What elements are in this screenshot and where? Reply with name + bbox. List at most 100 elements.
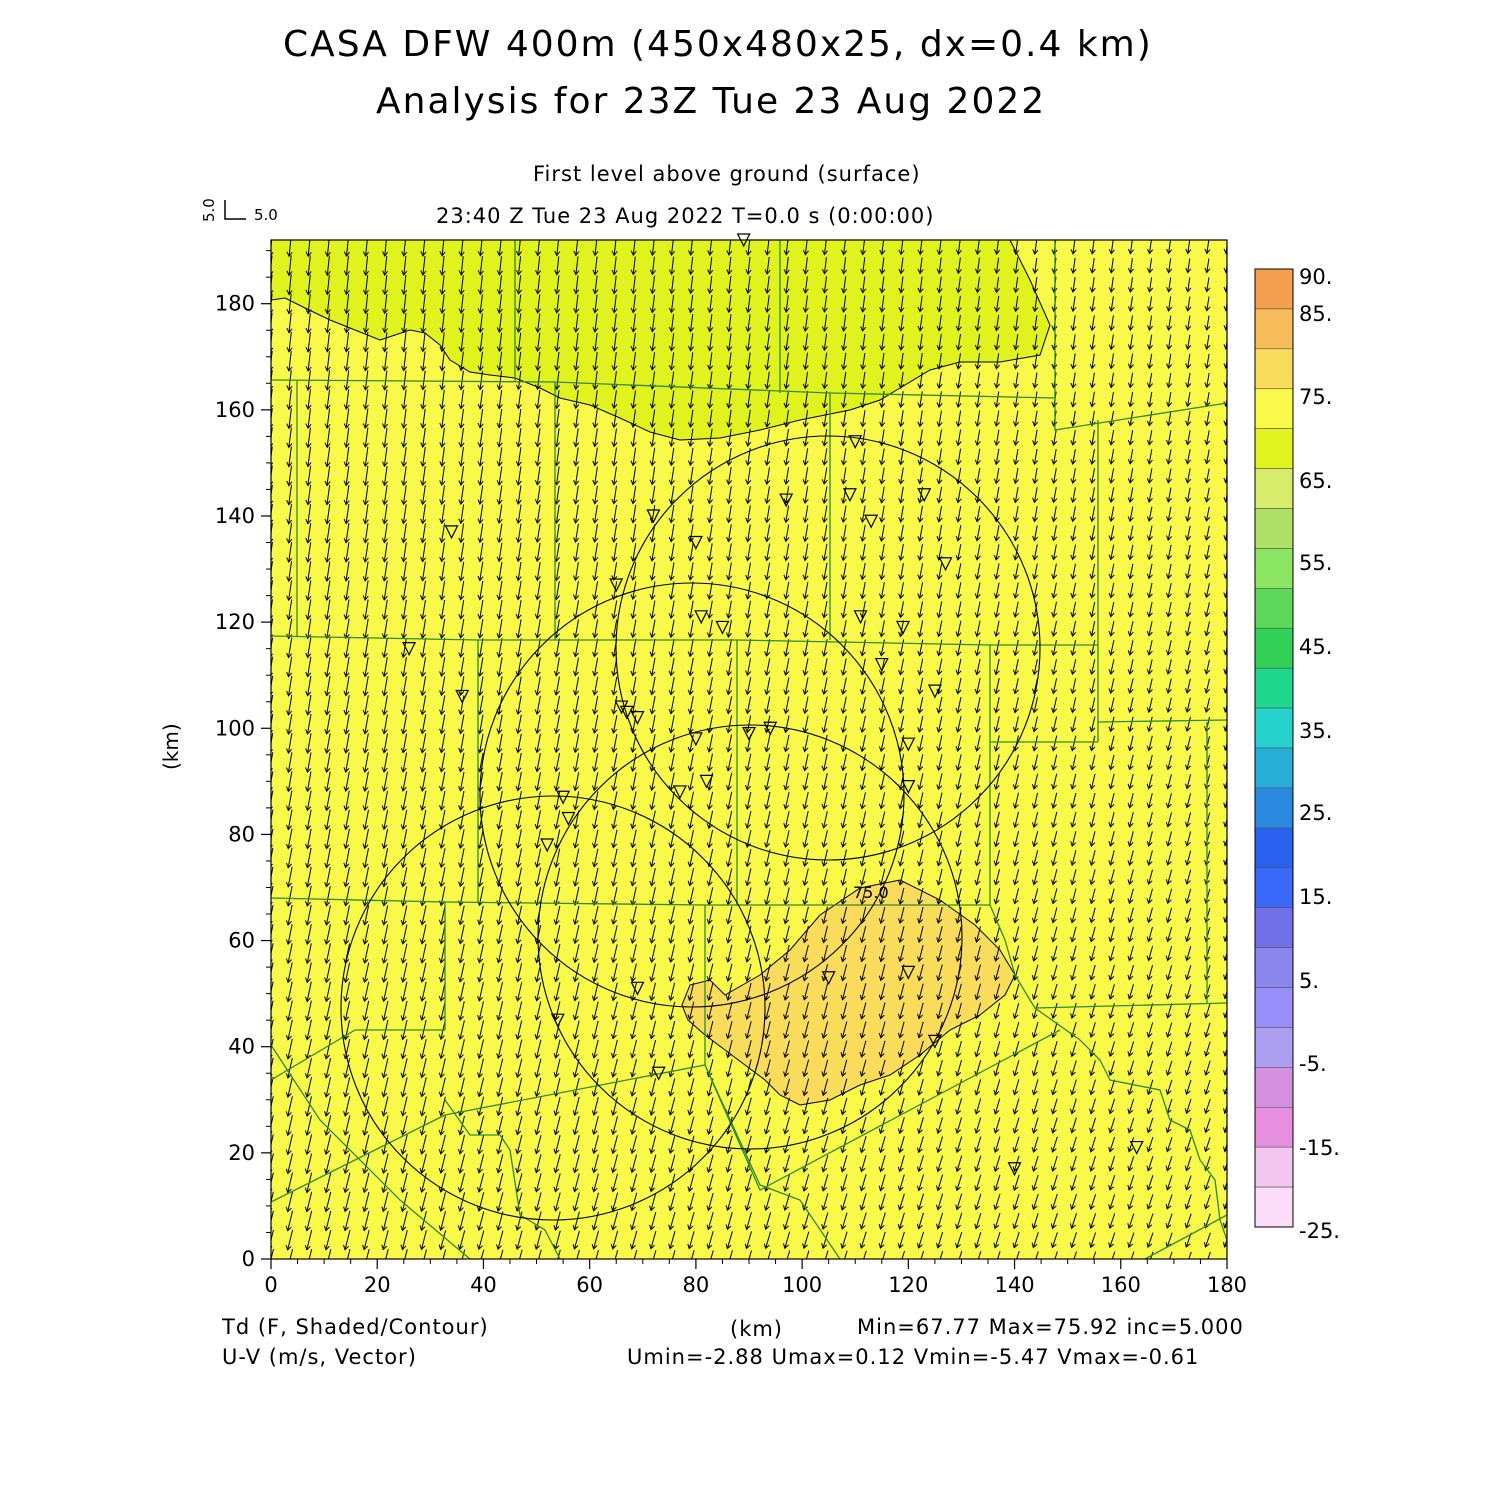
wind-vector [802, 772, 809, 791]
wind-vector [458, 867, 465, 888]
wind-vector [764, 256, 771, 275]
wind-vector [285, 1096, 293, 1118]
wind-vector [783, 409, 790, 428]
wind-vector [458, 638, 465, 658]
wind-vector [630, 294, 637, 314]
wind-vector [400, 848, 408, 869]
wind-vector [1127, 831, 1134, 847]
wind-vector [802, 753, 809, 772]
wind-vector [286, 809, 293, 831]
wind-vector [1165, 1156, 1173, 1172]
wind-vector [1127, 754, 1134, 771]
wind-vector [707, 390, 714, 409]
wind-vector [496, 810, 503, 830]
wind-vector [1089, 582, 1096, 599]
wind-vector [1146, 697, 1153, 714]
wind-vector [630, 810, 637, 830]
wind-vector [687, 1135, 695, 1154]
wind-vector [974, 945, 981, 963]
wind-vector [840, 734, 847, 753]
wind-vector [381, 1210, 389, 1232]
wind-vector [1012, 983, 1020, 1001]
wind-vector [744, 1231, 752, 1250]
wind-vector [592, 734, 599, 754]
wind-vector [687, 581, 694, 600]
wind-vector [1050, 1117, 1058, 1134]
wind-vector [879, 715, 886, 734]
wind-vector [438, 1153, 446, 1174]
wind-vector [496, 600, 503, 620]
wind-vector [1031, 1155, 1039, 1173]
wind-vector [362, 1038, 370, 1060]
wind-vector [381, 427, 388, 449]
wind-vector [649, 1211, 657, 1231]
color-bar-segment [1254, 787, 1294, 829]
wind-vector [477, 447, 484, 467]
wind-vector [305, 312, 312, 334]
wind-vector [324, 1000, 331, 1022]
wind-vector [802, 1078, 810, 1097]
wind-vector [1070, 506, 1077, 523]
wind-vector [879, 448, 886, 466]
wind-vector [764, 333, 771, 352]
color-bar-segment [1254, 1027, 1294, 1068]
wind-vector [1165, 1079, 1173, 1096]
wind-vector [305, 1000, 312, 1022]
wind-vector [515, 542, 522, 563]
wind-vector [515, 676, 522, 696]
wind-vector [611, 504, 618, 524]
wind-vector [1223, 855, 1227, 866]
wind-vector [898, 543, 905, 562]
wind-vector [611, 772, 618, 792]
wind-vector [592, 829, 599, 849]
wind-vector [630, 829, 637, 849]
wind-vector [324, 1096, 332, 1117]
wind-vector [611, 294, 618, 314]
wind-vector [271, 465, 274, 485]
wind-vector [1089, 601, 1096, 618]
wind-vector [917, 563, 924, 581]
wind-vector [841, 295, 848, 313]
wind-vector [1185, 583, 1192, 599]
wind-vector [362, 274, 369, 296]
wind-vector [974, 773, 981, 791]
wind-vector [936, 1174, 944, 1192]
wind-vector [840, 1155, 848, 1173]
wind-vector [1051, 964, 1058, 981]
color-bar-segment [1254, 428, 1294, 469]
wind-vector [936, 868, 943, 886]
wind-vector [385, 1249, 389, 1259]
wind-vector [362, 408, 369, 429]
wind-vector [821, 240, 828, 256]
station-marker [619, 705, 634, 720]
wind-vector [1013, 334, 1020, 351]
wind-vector [535, 313, 542, 333]
wind-vector [745, 486, 752, 505]
wind-vector [786, 1250, 791, 1259]
wind-vector [324, 1038, 332, 1060]
wind-vector [423, 1249, 427, 1259]
wind-vector [515, 447, 522, 467]
wind-vector [859, 1078, 867, 1097]
wind-vector [439, 485, 446, 506]
wind-vector [419, 1000, 427, 1022]
wind-vector [458, 962, 465, 983]
wind-vector [764, 734, 771, 753]
wind-vector [879, 582, 886, 600]
wind-vector [401, 485, 408, 506]
wind-vector [745, 715, 752, 734]
wind-vector [400, 637, 407, 659]
wind-vector [286, 752, 293, 774]
wind-vector [1184, 1194, 1192, 1210]
wind-vector [630, 581, 637, 601]
wind-vector [649, 696, 656, 715]
wind-vector [305, 981, 312, 1003]
wind-vector [496, 1211, 504, 1232]
wind-vector [1089, 926, 1096, 943]
wind-vector [687, 696, 694, 715]
wind-vector [1108, 945, 1115, 962]
wind-vector [1127, 315, 1134, 332]
wind-vector [553, 1135, 561, 1155]
wind-vector [1223, 472, 1227, 484]
wind-vector [668, 1039, 676, 1059]
